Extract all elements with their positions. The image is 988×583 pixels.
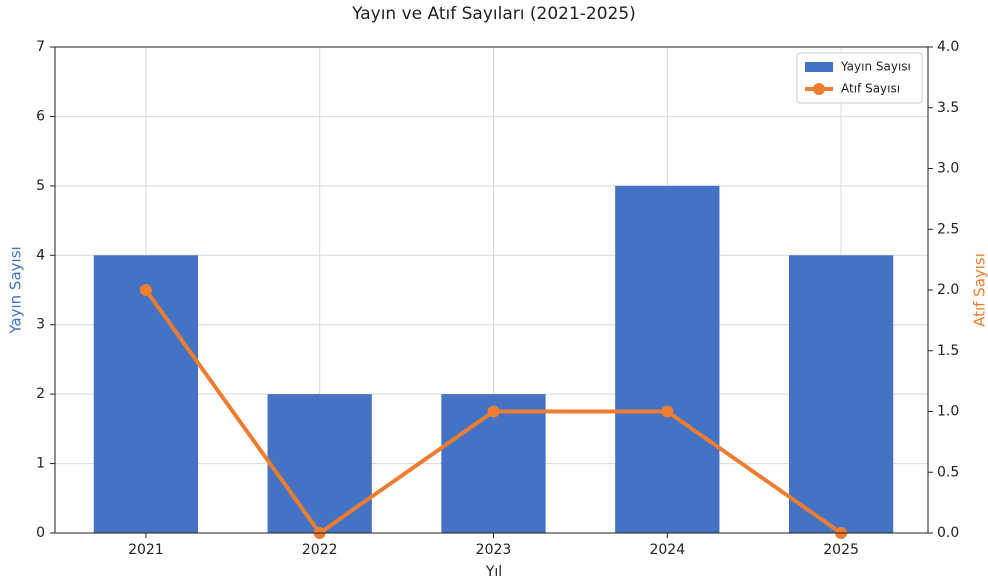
y-tick-label: 3 bbox=[36, 317, 45, 333]
y-tick-label: 7 bbox=[36, 39, 45, 55]
y2-tick-label: 0.0 bbox=[937, 525, 959, 541]
y-tick-label: 0 bbox=[36, 525, 45, 541]
x-tick-label: 2022 bbox=[302, 542, 338, 558]
marker bbox=[487, 405, 500, 418]
y-tick-label: 2 bbox=[36, 386, 45, 402]
y2-tick-label: 0.5 bbox=[937, 464, 959, 480]
legend-label: Yayın Sayısı bbox=[840, 60, 911, 74]
chart-title: Yayın ve Atıf Sayıları (2021-2025) bbox=[351, 4, 636, 24]
bar bbox=[93, 255, 199, 534]
legend-swatch bbox=[805, 62, 833, 72]
legend-marker bbox=[813, 83, 825, 95]
x-axis-label: Yıl bbox=[485, 564, 502, 580]
y-tick-label: 4 bbox=[36, 247, 45, 263]
y-tick-label: 5 bbox=[36, 178, 45, 194]
y2-tick-label: 1.5 bbox=[937, 343, 959, 359]
y2-tick-label: 3.5 bbox=[937, 100, 959, 116]
x-tick-label: 2025 bbox=[823, 542, 859, 558]
y2-axis-label: Atıf Sayısı bbox=[971, 253, 988, 327]
y2-tick-label: 1.0 bbox=[937, 404, 959, 420]
x-tick-label: 2023 bbox=[476, 542, 512, 558]
y-tick-label: 1 bbox=[36, 456, 45, 472]
bar bbox=[267, 394, 372, 533]
y-axis-label: Yayın Sayısı bbox=[7, 246, 25, 334]
y2-tick-label: 4.0 bbox=[937, 39, 959, 55]
legend: Yayın Sayısı Atıf Sayısı bbox=[796, 52, 923, 104]
y2-tick-label: 3.0 bbox=[937, 161, 959, 177]
x-tick-label: 2021 bbox=[128, 542, 164, 558]
x-tick-label: 2024 bbox=[649, 542, 685, 558]
legend-label: Atıf Sayısı bbox=[841, 82, 900, 96]
bar bbox=[788, 255, 894, 534]
y-tick-label: 6 bbox=[36, 108, 45, 124]
bar bbox=[615, 185, 720, 533]
y2-tick-label: 2.0 bbox=[937, 282, 959, 298]
marker bbox=[139, 284, 152, 296]
frame bbox=[54, 46, 929, 534]
marker bbox=[661, 405, 674, 418]
y2-tick-label: 2.5 bbox=[937, 221, 959, 237]
